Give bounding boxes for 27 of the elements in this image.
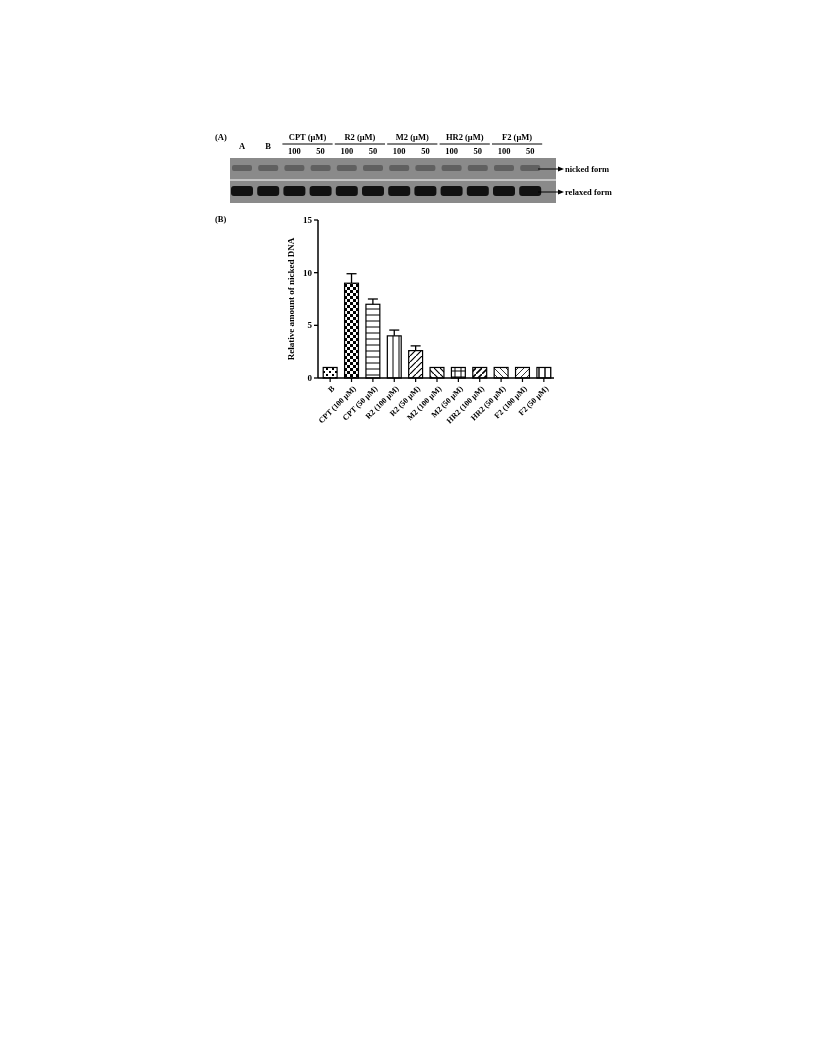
text: 100	[497, 146, 511, 156]
text: relaxed form	[565, 187, 612, 197]
text: HR2 (μM)	[445, 132, 484, 142]
x-tick-label: B	[326, 383, 338, 395]
text: (A)	[215, 132, 227, 142]
text: (B)	[215, 214, 227, 224]
text: 100	[445, 146, 458, 156]
y-tick-label: 5	[307, 320, 313, 331]
text: R2 (μM)	[344, 132, 376, 142]
text: 100	[340, 146, 354, 156]
text: 50	[316, 146, 325, 156]
y-tick-label: 15	[303, 215, 313, 226]
text: CPT (μM)	[288, 132, 327, 142]
text: nicked form	[565, 164, 610, 174]
y-tick-label: 0	[307, 373, 313, 384]
y-tick-label: 10	[303, 267, 313, 278]
y-axis-title: Relative amount of nicked DNA	[286, 237, 296, 361]
text: 50	[421, 146, 430, 156]
text: M2 (μM)	[395, 132, 429, 142]
text: 50	[368, 146, 378, 156]
text: B	[265, 141, 272, 151]
text: 100	[392, 146, 406, 156]
text: 50	[473, 146, 483, 156]
text: F2 (μM)	[502, 132, 533, 142]
text: 100	[288, 146, 301, 156]
text: 50	[525, 146, 535, 156]
text: A	[238, 141, 246, 151]
